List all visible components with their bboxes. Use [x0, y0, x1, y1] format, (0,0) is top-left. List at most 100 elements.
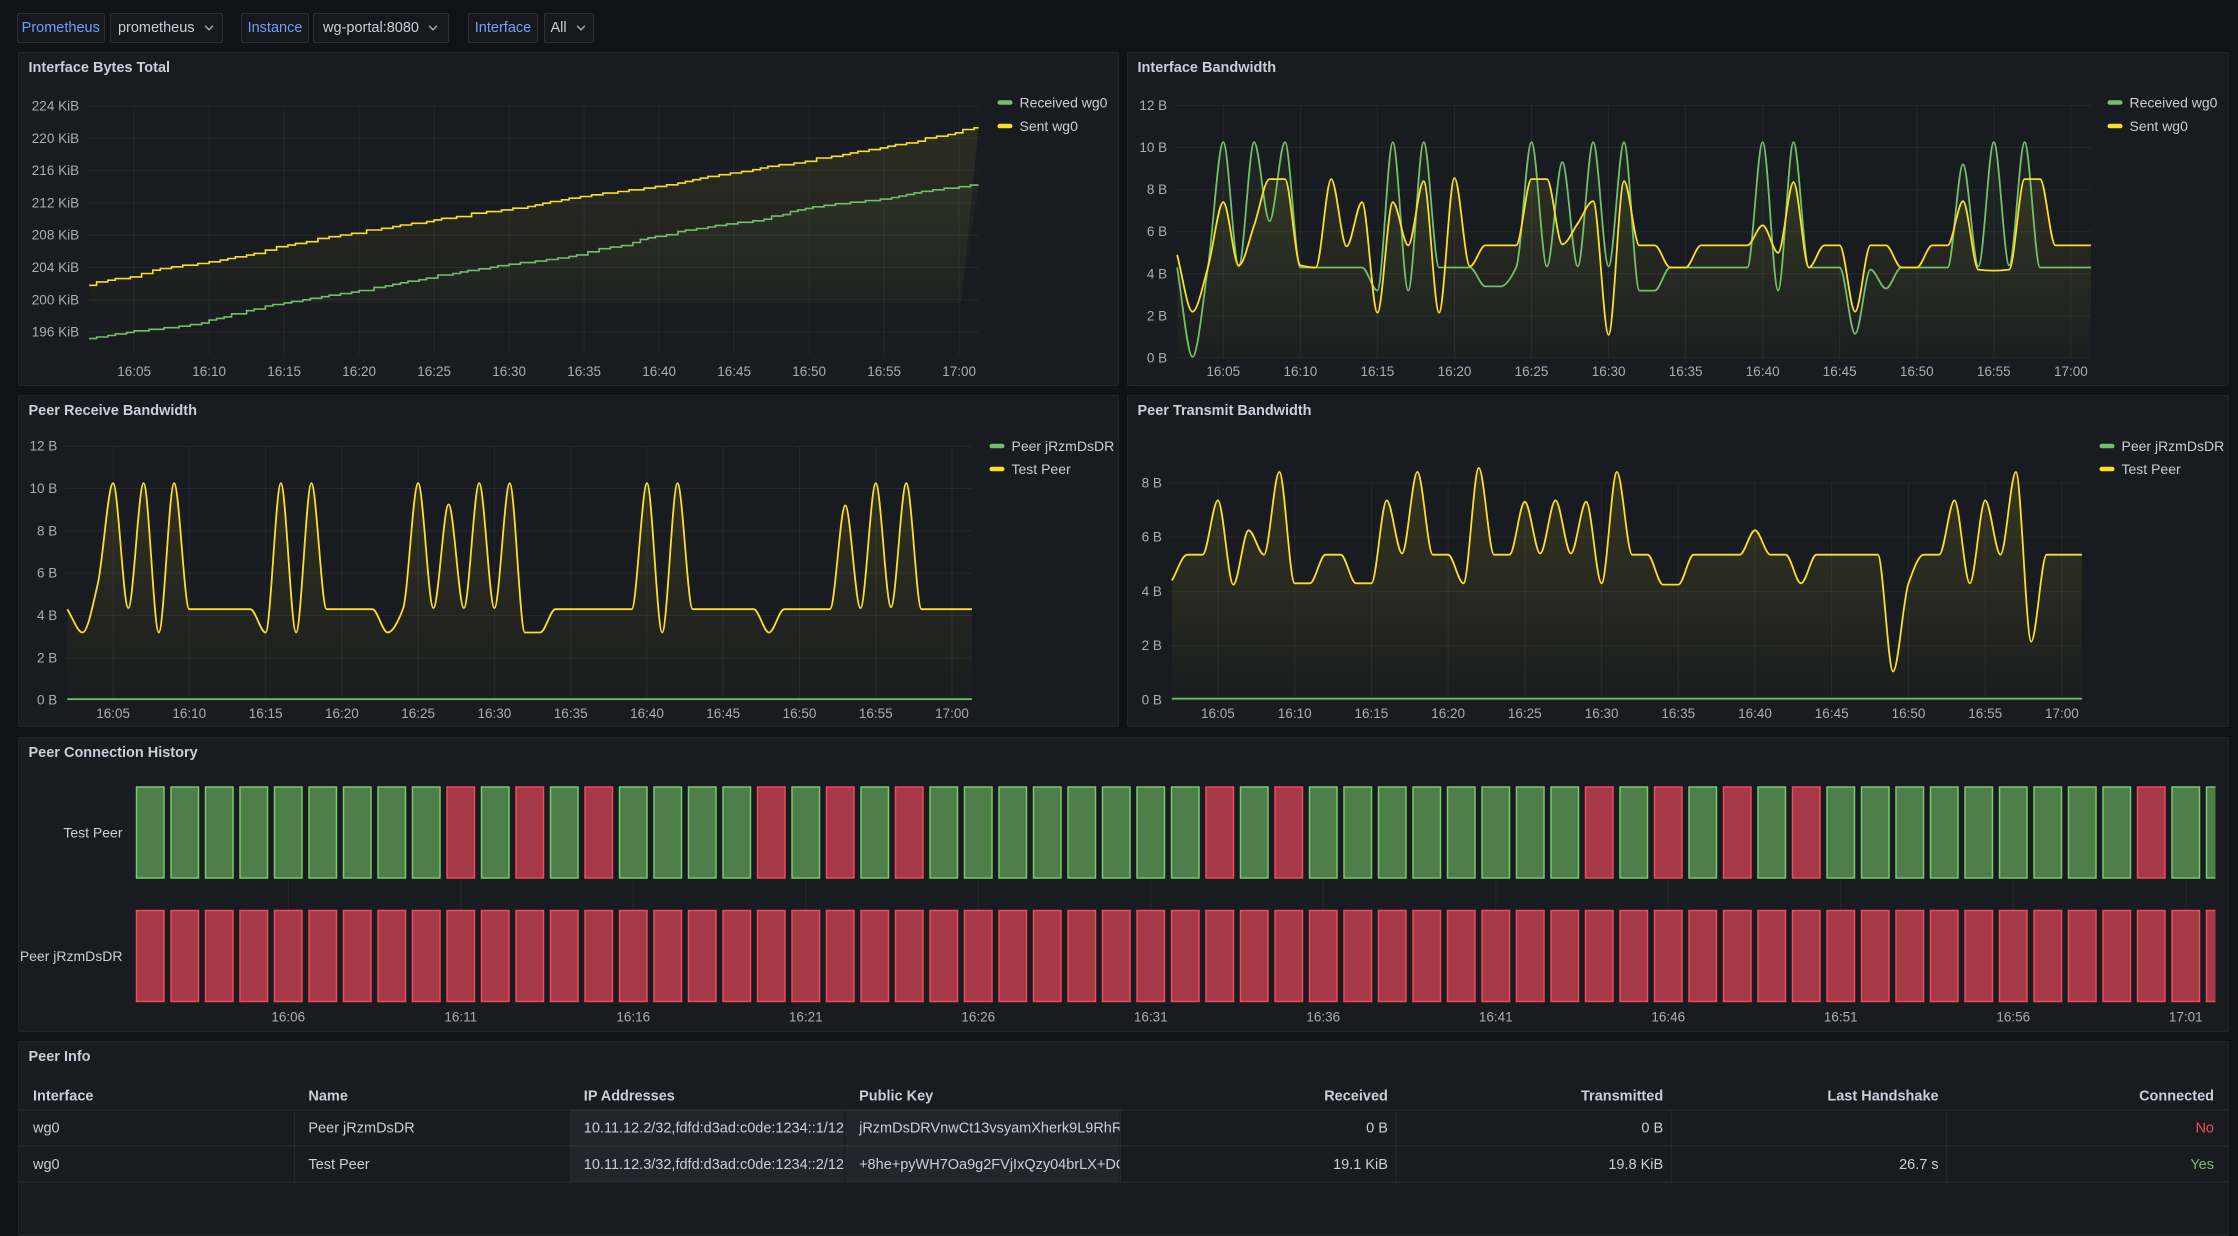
svg-text:16:35: 16:35 — [567, 364, 601, 379]
svg-text:Peer jRzmDsDR: Peer jRzmDsDR — [308, 1120, 414, 1136]
svg-text:IP Addresses: IP Addresses — [583, 1088, 674, 1104]
svg-text:16:11: 16:11 — [444, 1009, 477, 1024]
svg-text:8 B: 8 B — [1146, 182, 1166, 197]
svg-text:16:20: 16:20 — [1437, 364, 1471, 379]
svg-text:204 KiB: 204 KiB — [31, 260, 78, 275]
svg-text:8 B: 8 B — [1141, 475, 1161, 490]
svg-text:12 B: 12 B — [29, 438, 57, 453]
svg-text:16:30: 16:30 — [492, 364, 526, 379]
svg-text:16:55: 16:55 — [858, 706, 892, 721]
svg-text:16:20: 16:20 — [325, 706, 359, 721]
svg-text:16:30: 16:30 — [477, 706, 511, 721]
svg-text:16:05: 16:05 — [1201, 706, 1235, 721]
svg-text:16:21: 16:21 — [788, 1009, 822, 1024]
svg-text:16:36: 16:36 — [1306, 1009, 1340, 1024]
svg-text:16:40: 16:40 — [642, 364, 676, 379]
svg-text:16:56: 16:56 — [1996, 1009, 2030, 1024]
svg-text:Peer jRzmDsDR: Peer jRzmDsDR — [2121, 438, 2224, 454]
svg-text:16:30: 16:30 — [1584, 706, 1618, 721]
svg-text:16:15: 16:15 — [248, 706, 282, 721]
svg-text:16:25: 16:25 — [1507, 706, 1541, 721]
svg-text:No: No — [2195, 1120, 2214, 1136]
svg-text:216 KiB: 216 KiB — [31, 163, 78, 178]
svg-text:Received wg0: Received wg0 — [2129, 94, 2217, 110]
svg-text:16:15: 16:15 — [267, 364, 301, 379]
svg-text:16:35: 16:35 — [1668, 364, 1702, 379]
svg-text:16:50: 16:50 — [1899, 364, 1933, 379]
svg-text:16:25: 16:25 — [401, 706, 435, 721]
svg-text:16:45: 16:45 — [1814, 706, 1848, 721]
svg-text:16:35: 16:35 — [553, 706, 587, 721]
svg-text:16:25: 16:25 — [1514, 364, 1548, 379]
svg-text:16:16: 16:16 — [616, 1009, 650, 1024]
svg-text:16:05: 16:05 — [1206, 364, 1240, 379]
svg-text:8 B: 8 B — [37, 523, 57, 538]
svg-text:Sent wg0: Sent wg0 — [2129, 118, 2188, 134]
svg-text:208 KiB: 208 KiB — [31, 227, 78, 242]
svg-text:Peer jRzmDsDR: Peer jRzmDsDR — [19, 948, 122, 964]
svg-text:2 B: 2 B — [1141, 638, 1161, 653]
svg-text:16:25: 16:25 — [417, 364, 451, 379]
svg-text:19.8 KiB: 19.8 KiB — [1608, 1157, 1663, 1173]
svg-text:16:10: 16:10 — [172, 706, 206, 721]
svg-text:10 B: 10 B — [1139, 140, 1167, 155]
svg-text:0 B: 0 B — [1641, 1120, 1663, 1136]
svg-text:16:06: 16:06 — [271, 1009, 305, 1024]
svg-text:16:26: 16:26 — [961, 1009, 995, 1024]
svg-text:17:00: 17:00 — [2045, 706, 2079, 721]
svg-text:Peer jRzmDsDR: Peer jRzmDsDR — [1011, 438, 1114, 454]
svg-text:16:40: 16:40 — [630, 706, 664, 721]
svg-text:16:40: 16:40 — [1745, 364, 1779, 379]
svg-text:6 B: 6 B — [1141, 529, 1161, 544]
svg-text:4 B: 4 B — [37, 608, 57, 623]
svg-text:16:50: 16:50 — [782, 706, 816, 721]
svg-text:0 B: 0 B — [1146, 350, 1166, 365]
svg-text:Test Peer: Test Peer — [308, 1157, 369, 1173]
svg-text:10.11.12.3/32,fdfd:d3ad:c0de:1: 10.11.12.3/32,fdfd:d3ad:c0de:1234::2/128 — [583, 1157, 851, 1173]
svg-text:17:00: 17:00 — [942, 364, 976, 379]
svg-text:10 B: 10 B — [29, 481, 57, 496]
svg-text:Transmitted: Transmitted — [1581, 1088, 1663, 1104]
svg-text:16:10: 16:10 — [192, 364, 226, 379]
svg-text:Test Peer: Test Peer — [63, 824, 122, 840]
svg-text:16:40: 16:40 — [1738, 706, 1772, 721]
svg-text:2 B: 2 B — [37, 650, 57, 665]
svg-text:16:10: 16:10 — [1283, 364, 1317, 379]
svg-text:0 B: 0 B — [1366, 1120, 1388, 1136]
svg-text:16:30: 16:30 — [1591, 364, 1625, 379]
svg-text:Yes: Yes — [2190, 1157, 2214, 1173]
svg-text:16:41: 16:41 — [1478, 1009, 1512, 1024]
svg-text:wg0: wg0 — [32, 1157, 60, 1173]
svg-text:+8he+pyWH7Oa9g2FVjIxQzy04brLX+: +8he+pyWH7Oa9g2FVjIxQzy04brLX+DQ — [859, 1157, 1127, 1173]
svg-text:4 B: 4 B — [1141, 583, 1161, 598]
svg-text:Last Handshake: Last Handshake — [1827, 1088, 1938, 1104]
svg-text:jRzmDsDRVnwCt13vsyamXherk9L9Rh: jRzmDsDRVnwCt13vsyamXherk9L9RhRo — [858, 1120, 1130, 1136]
svg-text:Connected: Connected — [2139, 1088, 2214, 1104]
svg-text:212 KiB: 212 KiB — [31, 195, 78, 210]
svg-text:0 B: 0 B — [1141, 692, 1161, 707]
svg-text:Public Key: Public Key — [859, 1088, 933, 1104]
svg-text:220 KiB: 220 KiB — [31, 130, 78, 145]
svg-text:2 B: 2 B — [1146, 308, 1166, 323]
svg-text:wg0: wg0 — [32, 1120, 60, 1136]
svg-text:16:15: 16:15 — [1360, 364, 1394, 379]
svg-text:16:35: 16:35 — [1661, 706, 1695, 721]
svg-text:16:10: 16:10 — [1277, 706, 1311, 721]
svg-text:16:51: 16:51 — [1823, 1009, 1857, 1024]
svg-text:16:50: 16:50 — [1891, 706, 1925, 721]
svg-text:196 KiB: 196 KiB — [31, 324, 78, 339]
svg-text:10.11.12.2/32,fdfd:d3ad:c0de:1: 10.11.12.2/32,fdfd:d3ad:c0de:1234::1/128 — [583, 1120, 851, 1136]
svg-text:6 B: 6 B — [37, 565, 57, 580]
svg-text:12 B: 12 B — [1139, 97, 1167, 112]
svg-text:Test Peer: Test Peer — [1011, 461, 1070, 477]
svg-text:0 B: 0 B — [37, 692, 57, 707]
svg-text:16:05: 16:05 — [117, 364, 151, 379]
svg-text:Received: Received — [1324, 1088, 1388, 1104]
svg-text:16:15: 16:15 — [1354, 706, 1388, 721]
svg-text:16:45: 16:45 — [1822, 364, 1856, 379]
svg-text:16:05: 16:05 — [96, 706, 130, 721]
svg-text:16:55: 16:55 — [1968, 706, 2002, 721]
svg-text:16:31: 16:31 — [1133, 1009, 1167, 1024]
svg-text:4 B: 4 B — [1146, 266, 1166, 281]
svg-text:17:00: 17:00 — [2054, 364, 2088, 379]
